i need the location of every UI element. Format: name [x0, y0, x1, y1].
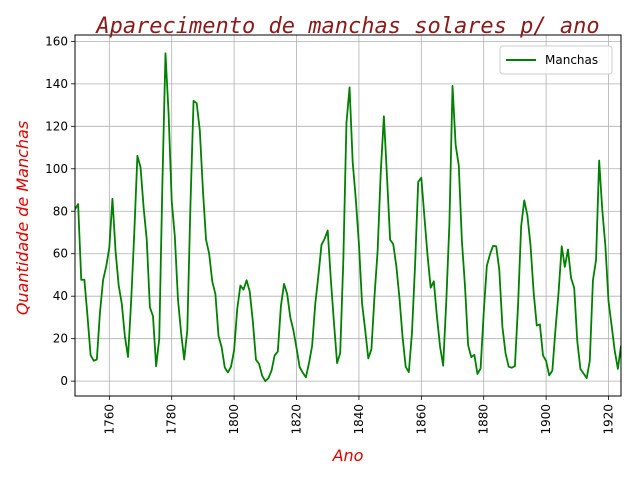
legend-box [499, 45, 613, 75]
legend: Manchas [499, 45, 613, 75]
y-tick-label: 140 [45, 77, 68, 91]
y-tick-label: 0 [60, 374, 68, 388]
x-axis-ticks: 1760 1780 1800 1820 1840 1860 1880 1900 1920 [102, 396, 616, 435]
y-tick-label: 60 [53, 247, 68, 261]
series-group [75, 52, 621, 383]
x-tick-label: 1860 [414, 404, 428, 435]
x-tick-label: 1780 [165, 404, 179, 435]
y-tick-label: 40 [53, 289, 68, 303]
x-axis-label: Ano [332, 446, 364, 465]
y-tick-label: 20 [53, 332, 68, 346]
y-tick-label: 160 [45, 34, 68, 48]
grid [75, 35, 621, 396]
y-axis-ticks: 0 20 40 60 80 100 120 140 160 [45, 34, 75, 388]
series-line-0 [75, 52, 621, 383]
y-tick-label: 120 [45, 119, 68, 133]
x-tick-label: 1920 [602, 404, 616, 435]
x-tick-label: 1900 [539, 404, 553, 435]
plot-frame [74, 34, 622, 397]
y-tick-label: 80 [53, 204, 68, 218]
y-tick-label: 100 [45, 162, 68, 176]
x-tick-label: 1880 [477, 404, 491, 435]
legend-label: Manchas [545, 53, 598, 67]
y-axis-label: Quantidade de Manchas [13, 121, 32, 315]
x-tick-label: 1840 [352, 404, 366, 435]
x-tick-label: 1760 [102, 404, 116, 435]
x-tick-label: 1800 [227, 404, 241, 435]
chart-title: Aparecimento de manchas solares p/ ano [94, 14, 599, 39]
x-tick-label: 1820 [290, 404, 304, 435]
